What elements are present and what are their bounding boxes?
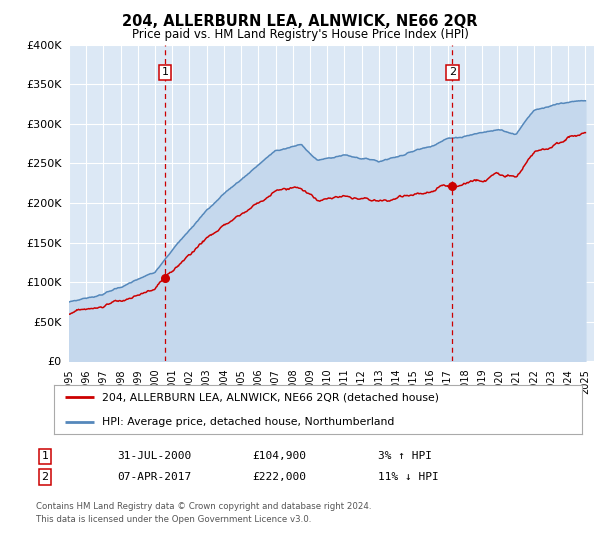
Text: Price paid vs. HM Land Registry's House Price Index (HPI): Price paid vs. HM Land Registry's House …: [131, 28, 469, 41]
Text: 204, ALLERBURN LEA, ALNWICK, NE66 2QR (detached house): 204, ALLERBURN LEA, ALNWICK, NE66 2QR (d…: [101, 392, 439, 402]
Text: Contains HM Land Registry data © Crown copyright and database right 2024.: Contains HM Land Registry data © Crown c…: [36, 502, 371, 511]
Text: 11% ↓ HPI: 11% ↓ HPI: [378, 472, 439, 482]
Text: This data is licensed under the Open Government Licence v3.0.: This data is licensed under the Open Gov…: [36, 515, 311, 524]
Text: 1: 1: [41, 451, 49, 461]
Text: 2: 2: [41, 472, 49, 482]
Text: 07-APR-2017: 07-APR-2017: [117, 472, 191, 482]
Text: 1: 1: [161, 68, 169, 77]
Text: £104,900: £104,900: [252, 451, 306, 461]
Text: HPI: Average price, detached house, Northumberland: HPI: Average price, detached house, Nort…: [101, 417, 394, 427]
Text: 2: 2: [449, 68, 456, 77]
Text: 31-JUL-2000: 31-JUL-2000: [117, 451, 191, 461]
Text: £222,000: £222,000: [252, 472, 306, 482]
Text: 204, ALLERBURN LEA, ALNWICK, NE66 2QR: 204, ALLERBURN LEA, ALNWICK, NE66 2QR: [122, 14, 478, 29]
Text: 3% ↑ HPI: 3% ↑ HPI: [378, 451, 432, 461]
